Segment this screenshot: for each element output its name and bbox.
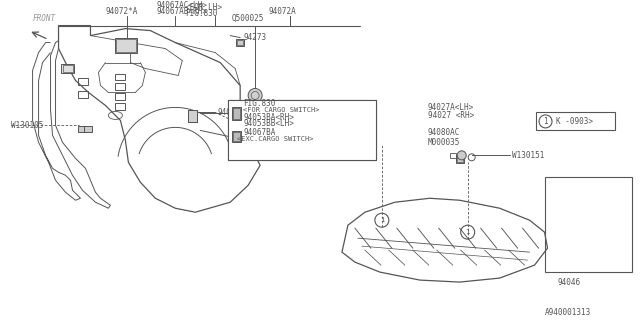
Bar: [115, 37, 138, 52]
Bar: [115, 103, 125, 110]
Bar: [116, 39, 136, 52]
Bar: [258, 115, 266, 125]
Bar: [115, 84, 125, 91]
Text: M000035: M000035: [428, 138, 460, 147]
Text: 94027A<LH>: 94027A<LH>: [428, 103, 474, 112]
Bar: [536, 112, 616, 130]
Bar: [232, 133, 240, 145]
Text: FIG.830: FIG.830: [248, 101, 280, 110]
Text: Q500025: Q500025: [232, 14, 264, 23]
Bar: [233, 108, 240, 119]
Circle shape: [457, 151, 466, 160]
Text: <FOR CARGO SWITCH>: <FOR CARGO SWITCH>: [243, 108, 319, 113]
Bar: [233, 111, 239, 119]
Bar: [450, 153, 456, 158]
Text: 94046: 94046: [557, 277, 580, 287]
Bar: [259, 116, 265, 124]
Text: 1: 1: [543, 117, 548, 126]
Text: 94067AC<LH>: 94067AC<LH>: [156, 1, 207, 10]
Text: A940001313: A940001313: [545, 308, 591, 316]
Bar: [233, 134, 239, 144]
Text: K -0903>: K -0903>: [556, 117, 593, 126]
Bar: [189, 111, 196, 121]
Circle shape: [248, 88, 262, 102]
Text: 94080AC: 94080AC: [428, 128, 460, 137]
Text: 94273: 94273: [243, 33, 266, 42]
Text: FIG.830: FIG.830: [243, 99, 276, 108]
Text: 94072A: 94072A: [268, 7, 296, 16]
Bar: [79, 92, 88, 99]
Bar: [188, 110, 197, 123]
Bar: [115, 93, 125, 100]
Text: <FOR CARGO SWITCH>: <FOR CARGO SWITCH>: [237, 109, 321, 118]
Bar: [228, 100, 376, 160]
Text: 94072*A: 94072*A: [106, 7, 138, 16]
Bar: [232, 132, 241, 142]
Bar: [456, 155, 464, 163]
Text: FRONT: FRONT: [33, 14, 56, 23]
Text: 94072*A: 94072*A: [217, 108, 250, 117]
Text: 94067AB<RH>: 94067AB<RH>: [156, 7, 207, 16]
Bar: [232, 108, 241, 120]
Text: FIG.830: FIG.830: [185, 9, 218, 18]
Bar: [115, 74, 125, 81]
Text: 94053BA<RH>: 94053BA<RH>: [248, 128, 299, 137]
Bar: [233, 132, 240, 141]
Bar: [545, 177, 632, 272]
Bar: [457, 156, 463, 162]
Text: <FOR LH>: <FOR LH>: [185, 3, 222, 12]
Bar: [63, 65, 72, 71]
Bar: [232, 110, 240, 120]
Text: <EXC.CARGO SWITCH>: <EXC.CARGO SWITCH>: [237, 136, 314, 142]
Bar: [228, 100, 376, 160]
Bar: [236, 39, 244, 45]
Text: 94067BA: 94067BA: [243, 128, 276, 137]
Text: 1: 1: [465, 229, 470, 235]
Text: W130105: W130105: [11, 121, 43, 130]
Text: <EXC.CARGO SWITCH>: <EXC.CARGO SWITCH>: [237, 119, 321, 128]
Text: 94053BB<LH>: 94053BB<LH>: [243, 119, 294, 128]
Text: 94067BA: 94067BA: [248, 114, 280, 123]
Text: 1: 1: [380, 217, 384, 223]
Text: 94053BB<LH>: 94053BB<LH>: [248, 135, 299, 144]
Text: W130151: W130151: [511, 151, 544, 160]
Text: 94053BA<RH>: 94053BA<RH>: [243, 113, 294, 122]
Bar: [79, 126, 86, 132]
Bar: [79, 78, 88, 85]
Bar: [84, 126, 92, 132]
Bar: [61, 64, 74, 73]
Bar: [237, 40, 243, 44]
Bar: [228, 100, 376, 160]
Text: 94027 <RH>: 94027 <RH>: [428, 111, 474, 120]
Circle shape: [273, 100, 283, 110]
Bar: [188, 110, 197, 123]
